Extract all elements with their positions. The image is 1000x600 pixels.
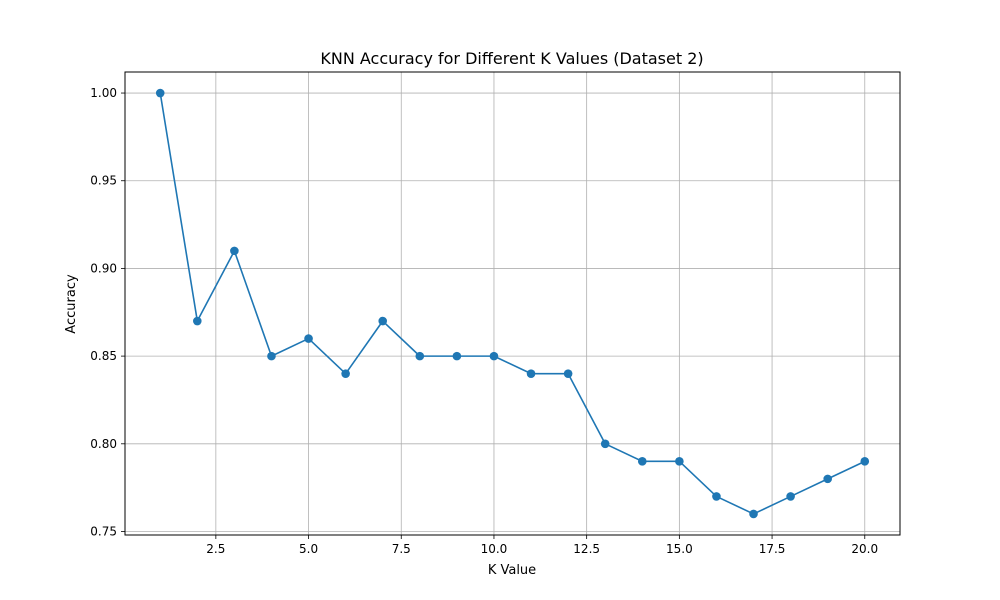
data-point [600, 439, 610, 449]
x-tick-label: 12.5 [573, 542, 600, 556]
data-point [563, 369, 573, 378]
data-point [489, 351, 499, 361]
data-point [415, 351, 425, 361]
y-tick-label: 0.95 [90, 174, 117, 188]
data-point [341, 369, 350, 378]
x-tick-label: 15.0 [666, 542, 693, 556]
chart-title: KNN Accuracy for Different K Values (Dat… [320, 49, 703, 68]
data-point [193, 316, 202, 326]
plot-frame [124, 71, 901, 536]
plot-series [155, 88, 870, 519]
y-tick-label: 0.90 [90, 261, 117, 275]
data-point [304, 334, 313, 343]
data-point [452, 351, 462, 361]
data-point [823, 474, 832, 484]
y-axis-label: Accuracy [64, 274, 79, 334]
data-point [230, 246, 239, 256]
y-tick-label: 0.75 [90, 524, 117, 538]
data-point [712, 492, 721, 501]
series-line [159, 92, 866, 515]
data-point [786, 492, 795, 501]
x-tick-label: 10.0 [481, 542, 508, 556]
data-point [267, 351, 276, 361]
y-tick-label: 1.00 [90, 86, 117, 100]
x-tick-label: 17.5 [759, 542, 786, 556]
x-axis-label: K Value [488, 563, 536, 578]
data-point [675, 457, 684, 466]
x-tick-label: 20.0 [851, 542, 878, 556]
data-point [637, 457, 647, 466]
x-tick-label: 5.0 [299, 542, 318, 556]
y-tick-label: 0.85 [90, 349, 117, 363]
data-point [526, 369, 536, 378]
y-tick-label: 0.80 [90, 437, 117, 451]
x-tick-label: 2.5 [206, 542, 225, 556]
ticks: 2.5 5.0 7.5 10.0 12.5 15.0 17.5 20.0 0.75 0.80 0.8… [90, 86, 878, 556]
data-point [749, 509, 758, 519]
data-point [860, 457, 870, 466]
grid [125, 72, 900, 535]
data-point [155, 88, 165, 98]
x-tick-label: 7.5 [392, 542, 411, 556]
data-point [378, 316, 388, 326]
